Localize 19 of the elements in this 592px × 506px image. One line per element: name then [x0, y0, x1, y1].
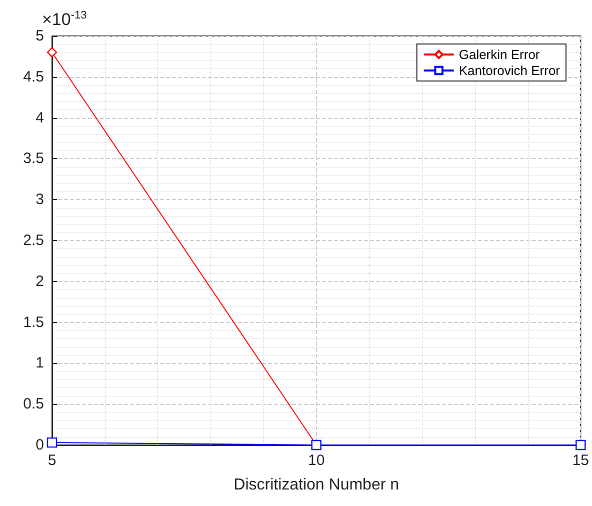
x-tick-label: 5	[48, 452, 56, 469]
y-tick-label: 4.5	[23, 68, 44, 86]
x-axis-title: Discritization Number n	[234, 476, 400, 494]
y-tick-label: 1.5	[23, 314, 44, 331]
point	[46, 437, 58, 448]
y-tick-label: 1	[36, 354, 44, 372]
y-tick-label: 2	[36, 272, 44, 290]
legend-label: Kantorovich Error	[458, 63, 561, 78]
x-tick-label: 10	[308, 452, 325, 469]
y-tick-label: 2.5	[23, 232, 44, 249]
y-tick-label: 3.5	[23, 150, 44, 168]
y-tick-label: 3	[36, 191, 44, 208]
legend-label: Galerkin Error	[458, 47, 540, 62]
y-tick-label: 4	[36, 109, 44, 126]
y-tick-label: 0.5	[23, 396, 44, 413]
y-tick-label: 0	[36, 436, 44, 454]
y-tick-label: 5	[36, 28, 44, 44]
x-tick-label: 15	[572, 452, 589, 469]
point	[46, 47, 58, 58]
